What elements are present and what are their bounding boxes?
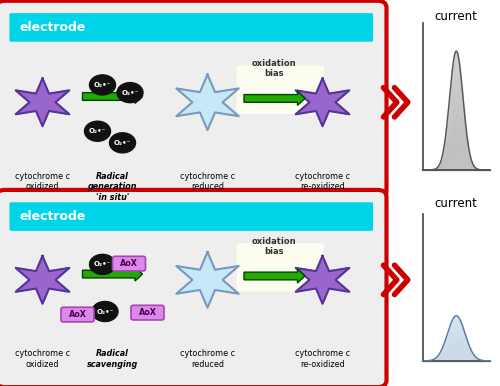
Polygon shape [16, 256, 70, 304]
Text: cytochrome c
reduced: cytochrome c reduced [180, 172, 235, 191]
Polygon shape [296, 78, 350, 126]
Text: cytochrome c
re-oxidized: cytochrome c re-oxidized [295, 172, 350, 191]
Circle shape [90, 75, 116, 95]
Circle shape [92, 301, 118, 322]
Text: oxidation
bias: oxidation bias [252, 59, 296, 78]
Circle shape [84, 121, 110, 141]
Text: electrode: electrode [20, 21, 86, 34]
Text: O₂•⁻: O₂•⁻ [94, 261, 111, 267]
Text: electrode: electrode [20, 210, 86, 223]
Circle shape [110, 133, 136, 153]
FancyBboxPatch shape [0, 1, 386, 198]
FancyBboxPatch shape [112, 256, 146, 271]
Text: AoX: AoX [120, 259, 138, 268]
FancyBboxPatch shape [131, 305, 164, 320]
Text: O₂•⁻: O₂•⁻ [114, 140, 131, 146]
Text: Radical
scavenging: Radical scavenging [87, 349, 138, 369]
Polygon shape [16, 78, 70, 126]
FancyBboxPatch shape [236, 66, 324, 114]
Text: O₂•⁻: O₂•⁻ [122, 90, 138, 96]
Text: cytochrome c
re-oxidized: cytochrome c re-oxidized [295, 349, 350, 369]
Polygon shape [176, 252, 238, 308]
FancyBboxPatch shape [10, 202, 373, 231]
FancyArrow shape [244, 91, 305, 105]
Text: cytochrome c
oxidized: cytochrome c oxidized [15, 349, 70, 369]
FancyArrow shape [82, 267, 142, 281]
FancyBboxPatch shape [236, 243, 324, 291]
Text: current: current [434, 197, 478, 210]
FancyArrow shape [244, 269, 305, 283]
Polygon shape [296, 256, 350, 304]
Polygon shape [176, 74, 238, 130]
Circle shape [90, 254, 116, 274]
Text: current: current [434, 10, 478, 23]
FancyBboxPatch shape [61, 307, 94, 322]
Text: Radical
generation
'in situ': Radical generation 'in situ' [88, 172, 137, 201]
Text: cytochrome c
oxidized: cytochrome c oxidized [15, 172, 70, 191]
Text: AoX: AoX [68, 310, 86, 319]
Text: O₂•⁻: O₂•⁻ [96, 308, 114, 315]
Text: oxidation
bias: oxidation bias [252, 237, 296, 256]
FancyBboxPatch shape [10, 13, 373, 42]
Text: O₂•⁻: O₂•⁻ [94, 82, 111, 88]
FancyArrow shape [82, 90, 142, 103]
Text: O₂•⁻: O₂•⁻ [89, 128, 106, 134]
Circle shape [117, 83, 143, 103]
Text: AoX: AoX [138, 308, 156, 317]
Text: cytochrome c
reduced: cytochrome c reduced [180, 349, 235, 369]
FancyBboxPatch shape [0, 190, 386, 386]
